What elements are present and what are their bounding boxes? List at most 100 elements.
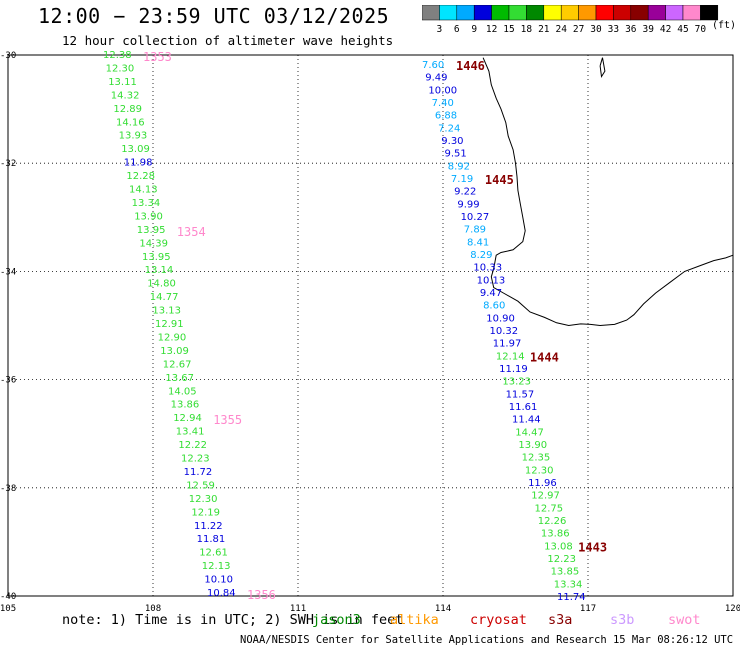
wave-height-label: 9.49 — [425, 73, 447, 84]
longitude-tick-label: 117 — [580, 604, 596, 612]
satellite-legend-s3a: s3a — [548, 612, 573, 628]
wave-height-label: 11.72 — [184, 467, 213, 478]
colorbar-tick-label: 33 — [608, 24, 619, 35]
latitude-tick-label: -40 — [0, 592, 16, 602]
wave-height-label: 12.22 — [178, 440, 207, 451]
colorbar-tick-label: 70 — [695, 24, 707, 35]
wave-height-label: 12.75 — [535, 503, 564, 514]
wave-height-label: 12.97 — [531, 491, 560, 502]
pass-time-label: 1444 — [530, 350, 559, 364]
wave-height-label: 14.16 — [116, 117, 145, 128]
pass-time-label: 1353 — [143, 50, 172, 64]
wave-height-label: 12.61 — [199, 548, 228, 559]
wave-height-label: 13.95 — [142, 252, 171, 263]
latitude-tick-label: -30 — [0, 51, 16, 61]
wave-height-label: 10.00 — [428, 85, 457, 96]
wave-height-label: 12.89 — [113, 104, 142, 115]
wave-height-label: 11.97 — [493, 339, 522, 350]
wave-height-label: 6.88 — [435, 111, 457, 122]
wave-height-label: 9.51 — [445, 149, 467, 160]
colorbar-tick-label: 18 — [521, 24, 533, 35]
wave-height-label: 13.86 — [171, 400, 200, 411]
wave-height-label: 12.30 — [106, 63, 135, 74]
colorbar-tick-label: 30 — [590, 24, 602, 35]
wave-height-label: 13.90 — [134, 211, 163, 222]
wave-height-label: 13.67 — [165, 373, 194, 384]
latitude-tick-label: -38 — [0, 484, 16, 494]
pass-time-label: 1443 — [578, 540, 607, 554]
wave-height-label: 11.22 — [194, 521, 223, 532]
wave-height-label: 10.33 — [473, 263, 502, 274]
wave-height-label: 12.13 — [202, 561, 231, 572]
coastline — [482, 57, 734, 327]
wave-height-label: 12.94 — [173, 413, 202, 424]
longitude-tick-label: 105 — [0, 604, 16, 612]
wave-height-label: 14.39 — [139, 238, 168, 249]
page-title: 12:00 − 23:59 UTC 03/12/2025 — [38, 4, 390, 28]
wave-height-label: 12.23 — [181, 454, 210, 465]
wave-height-label: 11.61 — [509, 402, 538, 413]
footnote: note: 1) Time is in UTC; 2) SWH is in fe… — [62, 612, 404, 628]
wave-height-label: 11.96 — [528, 478, 557, 489]
satellite-legend-s3b: s3b — [610, 612, 635, 628]
wave-height-label: 14.13 — [129, 185, 158, 196]
wave-height-label: 12.35 — [522, 453, 551, 464]
wave-height-label: 12.28 — [126, 171, 155, 182]
wave-height-label: 13.09 — [160, 346, 189, 357]
wave-height-label: 7.60 — [422, 60, 444, 71]
colorbar-swatch — [700, 5, 719, 21]
wave-height-label: 13.95 — [137, 225, 166, 236]
wave-height-label: 12.30 — [525, 465, 554, 476]
wave-height-label: 11.44 — [512, 415, 541, 426]
pass-time-label: 1354 — [177, 225, 206, 239]
wave-height-label: 7.19 — [451, 174, 473, 185]
wave-height-label: 12.14 — [496, 351, 525, 362]
wave-height-label: 14.80 — [147, 279, 176, 290]
map-plot: 105 108 111 114 117 120 -30 -32 -34 -36 -38 -40 12.3… — [0, 50, 740, 612]
colorbar-tick-label: 39 — [642, 24, 654, 35]
wave-height-label: 13.41 — [176, 427, 205, 438]
wave-height-label: 11.57 — [506, 389, 535, 400]
wave-height-label: 13.09 — [121, 144, 150, 155]
colorbar-tick-label: 24 — [555, 24, 567, 35]
wave-height-label: 13.13 — [152, 306, 181, 317]
colorbar-tick-label: 3 — [437, 24, 443, 35]
wave-height-label: 13.86 — [541, 529, 570, 540]
wave-height-label: 12.59 — [186, 480, 215, 491]
colorbar-tick-label: 42 — [660, 24, 671, 35]
pass-time-label: 1355 — [213, 413, 242, 427]
page-subtitle: 12 hour collection of altimeter wave hei… — [62, 33, 394, 48]
wave-height-label: 11.19 — [499, 364, 528, 375]
credit-line: NOAA/NESDIS Center for Satellite Applica… — [240, 634, 740, 646]
wave-height-label: 13.08 — [544, 541, 573, 552]
wave-height-label: 13.23 — [502, 377, 531, 388]
colorbar-tick-label: 36 — [625, 24, 637, 35]
wave-height-label: 12.91 — [155, 319, 184, 330]
wave-height-label: 14.05 — [168, 386, 197, 397]
wave-height-label: 8.41 — [467, 237, 489, 248]
wave-height-label: 13.11 — [108, 77, 137, 88]
pass-time-label: 1446 — [456, 59, 485, 73]
satellite-legend-cryosat: cryosat — [470, 612, 527, 628]
wave-height-label: 12.67 — [163, 359, 192, 370]
colorbar-tick-label: 21 — [538, 24, 550, 35]
wave-height-label: 10.13 — [477, 275, 506, 286]
wave-height-label: 11.98 — [124, 158, 153, 169]
wave-height-label: 13.34 — [132, 198, 161, 209]
latitude-tick-label: -32 — [0, 159, 16, 169]
colorbar-tick-label: 15 — [503, 24, 514, 35]
colorbar-tick-label: 6 — [454, 24, 460, 35]
wave-height-label: 10.27 — [461, 212, 490, 223]
latitude-tick-label: -36 — [0, 376, 16, 386]
wave-height-label: 13.14 — [145, 265, 174, 276]
wave-height-label: 9.47 — [480, 288, 502, 299]
wave-height-label: 9.22 — [454, 187, 476, 198]
satellite-legend-swot: swot — [668, 612, 701, 628]
lake-outline — [599, 57, 606, 79]
wave-height-label: 12.90 — [158, 332, 187, 343]
wave-height-label: 7.40 — [432, 98, 454, 109]
wave-height-label: 11.81 — [197, 534, 226, 545]
wave-height-label: 12.23 — [547, 554, 576, 565]
colorbar-tick-label: 45 — [677, 24, 688, 35]
longitude-tick-label: 108 — [145, 604, 161, 612]
